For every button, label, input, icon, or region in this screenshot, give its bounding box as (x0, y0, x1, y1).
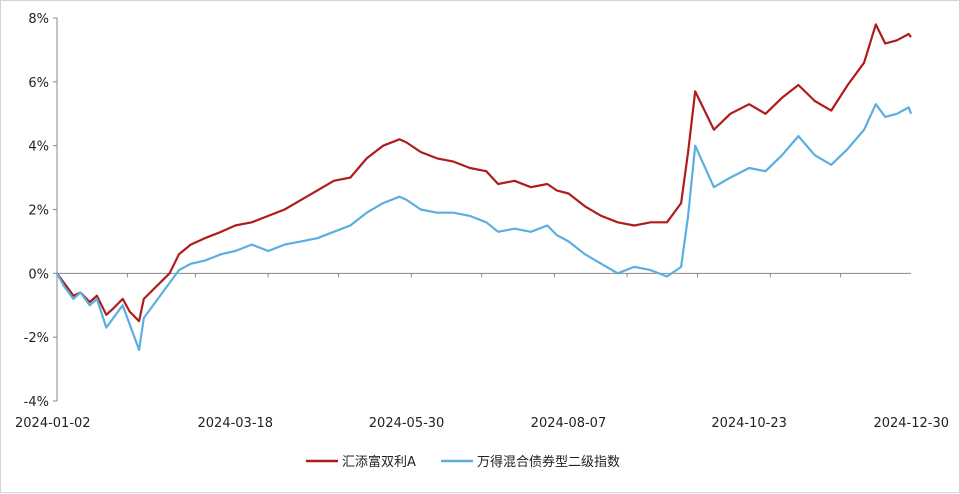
legend-label-1: 汇添富双利A (342, 454, 416, 470)
y-tick-label: 8% (28, 12, 49, 27)
x-tick-label: 2024-12-30 (873, 416, 949, 431)
x-tick-label: 2024-03-18 (198, 416, 274, 431)
y-tick-label: 6% (28, 76, 49, 91)
legend: 汇添富双利A 万得混合债券型二级指数 (306, 454, 620, 470)
legend-label-2: 万得混合债券型二级指数 (477, 454, 620, 470)
axes: -4% -2% 0% 2% 4% 6% 8% 2024-01-02 2024-03-18 2024… (15, 12, 949, 431)
series-line-2 (56, 103, 913, 351)
x-tick-label: 2024-05-30 (369, 416, 445, 431)
series-lines (56, 23, 913, 351)
x-tick-label: 2024-01-02 (15, 416, 91, 431)
y-tick-label: -2% (24, 331, 49, 346)
x-tick-label: 2024-10-23 (711, 416, 787, 431)
y-tick-label: 4% (28, 140, 49, 155)
y-tick-label: 2% (28, 204, 49, 219)
y-tick-label: 0% (28, 267, 49, 282)
series-line-1 (56, 23, 912, 323)
x-tick-label: 2024-08-07 (531, 416, 607, 431)
y-tick-label: -4% (24, 395, 49, 410)
